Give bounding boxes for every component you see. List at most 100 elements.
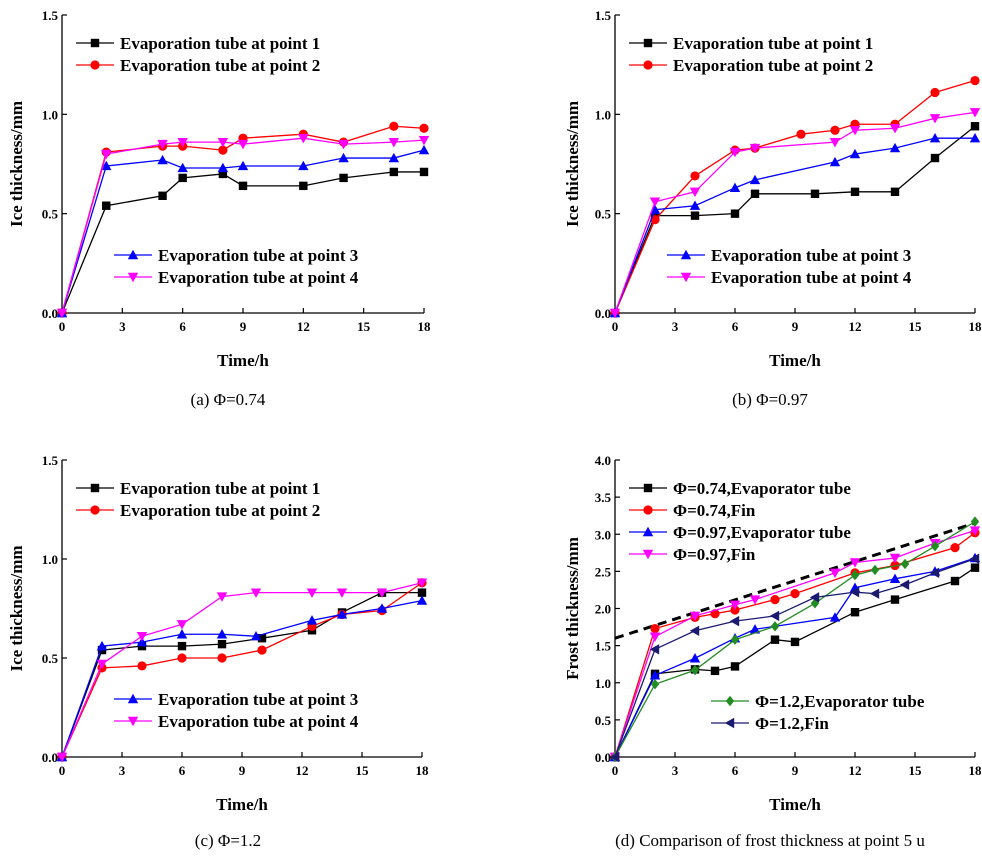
data-point bbox=[849, 586, 860, 598]
data-point bbox=[257, 645, 267, 655]
legend-marker bbox=[725, 695, 735, 707]
data-point bbox=[849, 126, 861, 136]
series-evaporation-tube-at-point-3 bbox=[56, 595, 428, 762]
data-point bbox=[930, 153, 940, 163]
y-tick-label: 0.5 bbox=[42, 207, 59, 222]
data-point bbox=[889, 124, 901, 134]
data-point bbox=[336, 588, 348, 598]
y-tick-label: 0.5 bbox=[595, 207, 612, 222]
legend-label: Evaporation tube at point 2 bbox=[120, 501, 320, 520]
data-point bbox=[609, 308, 621, 319]
data-point bbox=[690, 211, 700, 220]
data-point bbox=[216, 629, 228, 639]
legend-marker bbox=[127, 272, 139, 283]
data-point bbox=[749, 624, 761, 634]
legend-item: Φ=0.97,Fin bbox=[629, 545, 756, 564]
x-tick-label: 6 bbox=[179, 319, 186, 334]
x-tick-label: 12 bbox=[296, 763, 309, 778]
data-point bbox=[376, 603, 388, 613]
y-tick-label: 0.5 bbox=[42, 651, 59, 666]
legend-item: Evaporation tube at point 3 bbox=[114, 246, 358, 265]
data-point bbox=[157, 154, 168, 165]
data-point bbox=[950, 576, 960, 586]
legend-item: Evaporation tube at point 4 bbox=[114, 268, 359, 287]
legend-label: Evaporation tube at point 1 bbox=[120, 34, 320, 53]
data-point bbox=[929, 132, 941, 143]
data-point bbox=[96, 659, 108, 670]
x-tick-label: 18 bbox=[416, 763, 430, 778]
data-point bbox=[237, 139, 249, 150]
legend-marker bbox=[90, 60, 100, 70]
legend-item: Φ=1.2,Evaporator tube bbox=[711, 692, 925, 711]
y-tick-label: 0.0 bbox=[42, 750, 58, 765]
x-axis-title: Time/h bbox=[769, 351, 821, 370]
data-point bbox=[96, 640, 108, 651]
legend-label: Evaporation tube at point 4 bbox=[711, 268, 912, 287]
series-evaporation-tube-at-point-2 bbox=[57, 121, 429, 318]
x-tick-label: 0 bbox=[59, 319, 66, 334]
data-point bbox=[101, 149, 112, 160]
series-line bbox=[614, 137, 975, 314]
x-tick-label: 9 bbox=[240, 319, 247, 334]
data-point bbox=[750, 189, 760, 198]
x-tick-label: 12 bbox=[849, 763, 862, 778]
data-point bbox=[56, 308, 68, 319]
y-axis-title: Ice thickness/mm bbox=[7, 101, 26, 227]
series-evaporation-tube-at-point-3 bbox=[56, 144, 430, 318]
data-point bbox=[710, 666, 720, 676]
legend-item: Evaporation tube at point 4 bbox=[667, 268, 912, 287]
x-tick-label: 3 bbox=[672, 319, 679, 334]
chart-1: 0 3 6 9 12 15 18 0.0 0.5 1.0 1.5 Time/h Ice thicknes… bbox=[7, 8, 431, 409]
data-point bbox=[418, 144, 430, 155]
chart-caption: (b) Φ=0.97 bbox=[732, 390, 808, 409]
legend-marker bbox=[642, 526, 654, 537]
legend-marker bbox=[680, 272, 692, 283]
data-point bbox=[250, 631, 262, 641]
data-point bbox=[650, 623, 660, 634]
data-point bbox=[649, 670, 661, 680]
data-point bbox=[416, 595, 428, 605]
y-tick-label: 2.0 bbox=[595, 602, 611, 617]
data-point bbox=[790, 589, 800, 599]
y-tick-label: 1.0 bbox=[595, 676, 611, 691]
y-tick-label: 3.5 bbox=[595, 490, 612, 505]
x-tick-label: 0 bbox=[612, 763, 619, 778]
data-point bbox=[929, 567, 940, 579]
x-tick-label: 18 bbox=[969, 763, 982, 778]
data-point bbox=[298, 160, 309, 171]
legend-label: Evaporation tube at point 2 bbox=[673, 56, 873, 75]
data-point bbox=[338, 152, 349, 163]
legend-label: Φ=0.97,Evaporator tube bbox=[673, 523, 851, 542]
x-tick-label: 15 bbox=[356, 763, 370, 778]
data-point bbox=[176, 620, 188, 630]
data-point bbox=[770, 594, 780, 605]
data-point bbox=[136, 632, 148, 642]
data-point bbox=[336, 609, 348, 619]
data-point bbox=[178, 173, 187, 183]
x-tick-label: 15 bbox=[357, 319, 371, 334]
x-tick-label: 3 bbox=[119, 319, 126, 334]
legend-marker bbox=[643, 60, 653, 70]
y-tick-label: 2.5 bbox=[595, 564, 612, 579]
data-point bbox=[730, 209, 740, 218]
x-tick-label: 6 bbox=[732, 763, 739, 778]
legend-item: Φ=1.2,Fin bbox=[711, 714, 829, 733]
data-point bbox=[889, 553, 901, 564]
series-line bbox=[61, 592, 422, 758]
legend-label: Evaporation tube at point 2 bbox=[120, 56, 320, 75]
series-0-97-fin bbox=[609, 526, 981, 763]
data-point bbox=[176, 629, 188, 639]
legend-label: Φ=1.2,Fin bbox=[755, 714, 829, 733]
legend-label: Φ=0.74,Fin bbox=[673, 501, 756, 520]
data-point bbox=[770, 621, 780, 632]
series-line bbox=[61, 582, 423, 758]
legend-item: Evaporation tube at point 4 bbox=[114, 712, 359, 731]
data-point bbox=[389, 121, 399, 131]
y-tick-label: 1.0 bbox=[595, 107, 611, 122]
legend-item: Φ=0.74,Evaporator tube bbox=[629, 479, 851, 498]
y-tick-label: 3.0 bbox=[595, 527, 611, 542]
data-point bbox=[969, 553, 980, 564]
x-tick-label: 6 bbox=[732, 319, 739, 334]
y-tick-label: 0.0 bbox=[595, 750, 611, 765]
y-tick-label: 4.0 bbox=[595, 453, 611, 468]
